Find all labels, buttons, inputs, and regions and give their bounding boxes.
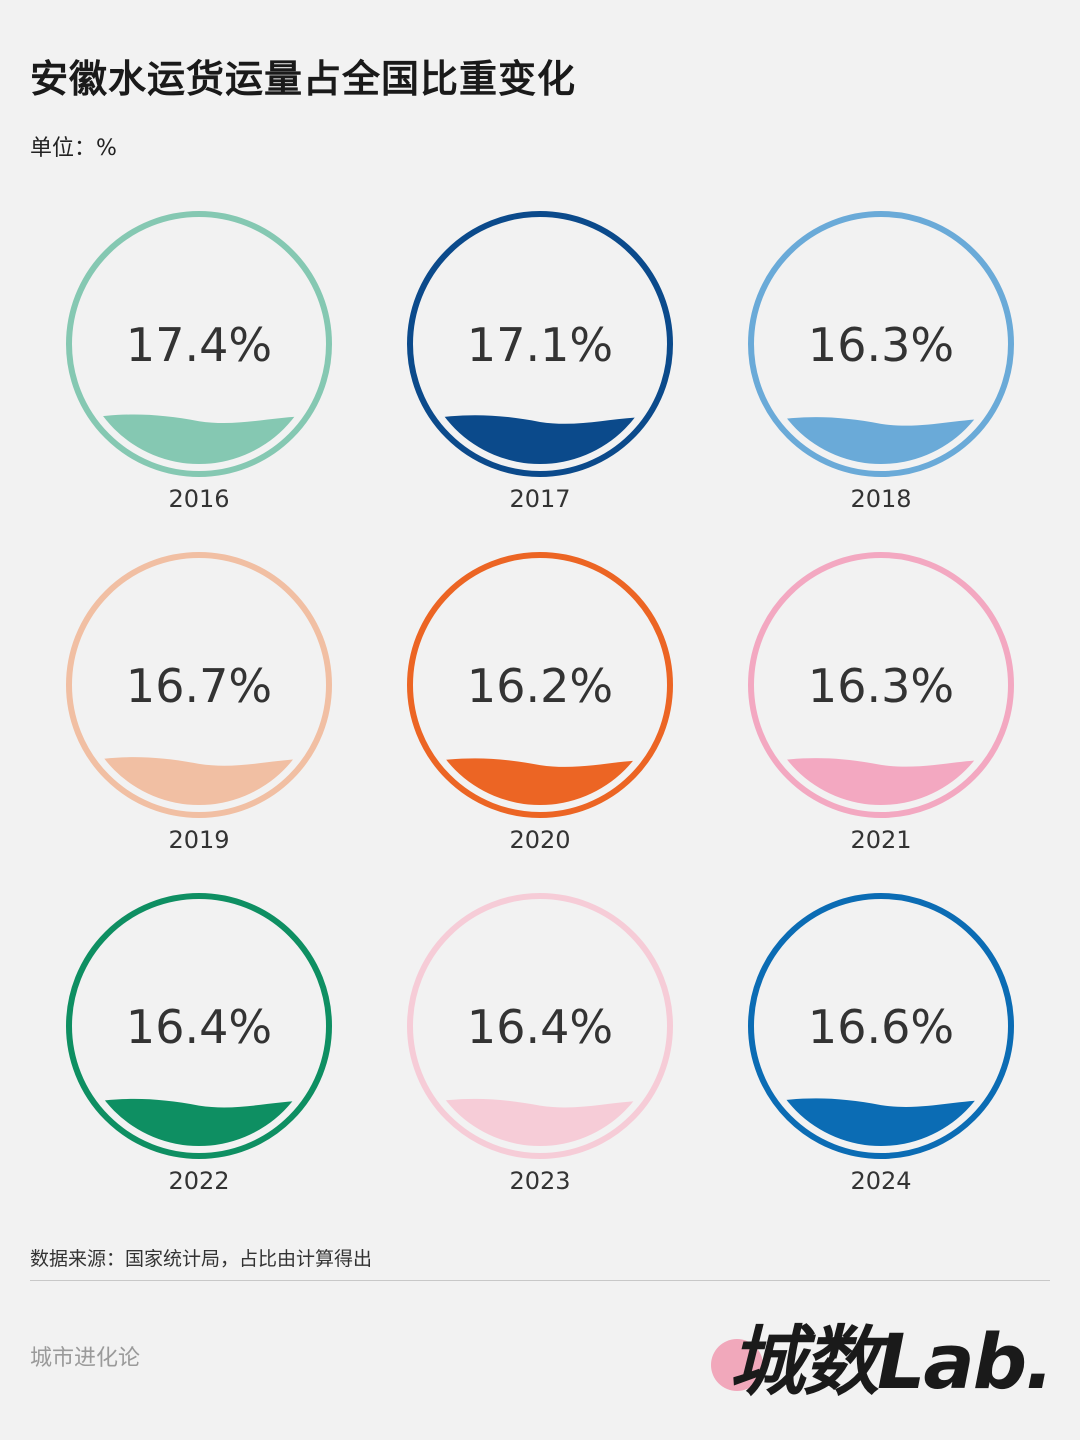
liquid-fill-2019: [79, 757, 319, 805]
value-label-2024: 16.6%: [808, 1000, 954, 1054]
unit-prefix: 单位：: [30, 136, 97, 161]
year-label-2021: 2021: [850, 826, 911, 854]
gauge-2019: 16.7% 2019: [66, 552, 332, 854]
unit-label: 单位：%: [30, 130, 117, 162]
value-label-2016: 17.4%: [126, 318, 272, 372]
gauge-ring-2018: [748, 211, 1014, 477]
gauge-2024: 16.6% 2024: [748, 893, 1014, 1195]
liquid-fill-2022: [79, 1098, 319, 1146]
gauge-ring-2023: [407, 893, 673, 1159]
brand-name: 城市进化论: [30, 1346, 141, 1371]
liquid-fill-2020: [420, 758, 660, 805]
value-label-2018: 16.3%: [808, 318, 954, 372]
liquid-fill-2024: [761, 1098, 1001, 1146]
year-label-2018: 2018: [850, 485, 911, 513]
value-label-2019: 16.7%: [126, 659, 272, 713]
year-label-2016: 2016: [168, 485, 229, 513]
unit-value: %: [96, 136, 117, 161]
gauge-2017: 17.1% 2017: [407, 211, 673, 513]
value-label-2017: 17.1%: [467, 318, 613, 372]
gauge-ring-2019: [66, 552, 332, 818]
gauge-ring-2016: [66, 211, 332, 477]
year-label-2019: 2019: [168, 826, 229, 854]
logo-dot-icon: [711, 1339, 763, 1391]
gauge-ring-2022: [66, 893, 332, 1159]
logo-text: 城数Lab.: [729, 1317, 1054, 1406]
brand-logo: 城数Lab.: [711, 1305, 1054, 1406]
gauge-2022: 16.4% 2022: [66, 893, 332, 1195]
gauge-ring-2021: [748, 552, 1014, 818]
value-label-2020: 16.2%: [467, 659, 613, 713]
gauge-ring-2017: [407, 211, 673, 477]
liquid-fill-2016: [79, 414, 319, 464]
gauge-2023: 16.4% 2023: [407, 893, 673, 1195]
gauge-2018: 16.3% 2018: [748, 211, 1014, 513]
data-source: 数据来源：国家统计局，占比由计算得出: [30, 1248, 373, 1270]
year-label-2023: 2023: [509, 1167, 570, 1195]
footer-divider: [30, 1280, 1050, 1281]
gauge-ring-2020: [407, 552, 673, 818]
value-label-2021: 16.3%: [808, 659, 954, 713]
liquid-fill-2018: [761, 417, 1001, 464]
year-label-2022: 2022: [168, 1167, 229, 1195]
year-label-2020: 2020: [509, 826, 570, 854]
gauge-ring-2024: [748, 893, 1014, 1159]
year-label-2017: 2017: [509, 485, 570, 513]
chart-title: 安徽水运货运量占全国比重变化: [30, 57, 577, 101]
liquid-fill-chart: 17.4% 2016 17.1% 2017 16.3% 2018 16.7% 2019 16.2…: [66, 211, 1014, 1195]
year-label-2024: 2024: [850, 1167, 911, 1195]
liquid-fill-2017: [420, 415, 660, 464]
gauge-2021: 16.3% 2021: [748, 552, 1014, 854]
liquid-fill-2021: [761, 758, 1001, 805]
gauge-2020: 16.2% 2020: [407, 552, 673, 854]
gauge-2016: 17.4% 2016: [66, 211, 332, 513]
value-label-2023: 16.4%: [467, 1000, 613, 1054]
value-label-2022: 16.4%: [126, 1000, 272, 1054]
liquid-fill-2023: [420, 1098, 660, 1146]
